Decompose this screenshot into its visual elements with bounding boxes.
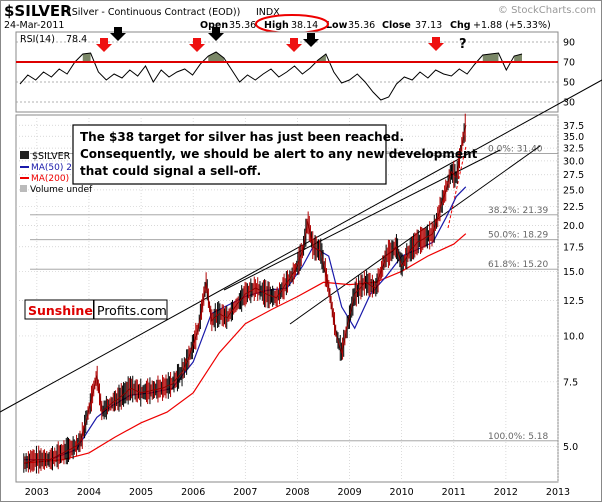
red-arrow-icon <box>286 38 302 52</box>
quote-open: 35.36 <box>229 20 256 31</box>
black-arrow-icon <box>303 33 319 47</box>
quote-chg-label: Chg <box>450 20 471 31</box>
x-tick-label: 2008 <box>285 487 309 498</box>
rsi-value: 78.4 <box>66 34 87 45</box>
x-tick-label: 2011 <box>442 487 466 498</box>
price-panel: 0.0%: 31.40 38.2%: 21.39 50.0%: 18.29 61.8%… <box>0 79 602 498</box>
price-tick-label: 30.0 <box>563 156 584 167</box>
annotation-frame <box>72 124 387 185</box>
chart-watermark: © StockCharts.com <box>498 5 596 16</box>
price-tick-label: 10.0 <box>563 331 584 342</box>
price-axis-ticks: 37.535.032.530.0 27.5 25.0 22.5 20.0 17.5 15.0… <box>563 121 584 453</box>
x-tick-label: 2004 <box>77 487 101 498</box>
rsi-arrows <box>96 27 444 52</box>
quote-close-label: Close <box>382 20 411 31</box>
fibonacci-label: 38.2%: 21.39 <box>488 206 549 216</box>
chart-exchange: INDX <box>256 7 280 18</box>
quote-open-label: Open <box>200 20 228 31</box>
x-tick-label: 2012 <box>494 487 518 498</box>
rsi-overbought-fill <box>82 53 91 62</box>
price-tick-label: 32.5 <box>563 144 584 155</box>
annotation-box: The $38 target for silver has just been … <box>72 124 482 185</box>
annotation-line-3: that could signal a sell-off. <box>80 164 261 178</box>
fibonacci-label: 50.0%: 18.29 <box>488 231 549 241</box>
annotation-line-2: Consequently, we should be alert to any … <box>80 147 478 161</box>
rsi-question-mark: ? <box>459 37 467 52</box>
rsi-label: RSI(14) <box>20 34 55 45</box>
rsi-tick-label: 70 <box>563 58 575 69</box>
logo-part-sunshine: Sunshine <box>28 303 93 318</box>
legend-symbol: $SILVER <box>32 151 71 162</box>
quote-high: 38.14 <box>291 20 318 31</box>
red-arrow-icon <box>428 37 444 51</box>
price-tick-label: 7.5 <box>563 377 578 388</box>
red-arrow-icon <box>189 38 205 52</box>
logo-part-profits: Profits.com <box>97 303 167 318</box>
black-arrow-icon <box>110 27 126 41</box>
quote-close: 37.13 <box>415 20 442 31</box>
black-arrow-icon <box>208 27 224 41</box>
x-tick-label: 2005 <box>129 487 153 498</box>
x-axis-ticks: 2003 2004 2005 2006 2007 2008 2009 2010 2011 2012… <box>25 487 570 498</box>
chart-header: $SILVER (Silver - Continuous Contract (E… <box>4 2 596 34</box>
legend-swatch-symbol <box>20 151 29 159</box>
price-tick-label: 12.5 <box>563 296 584 307</box>
x-tick-label: 2006 <box>181 487 205 498</box>
fibonacci-label: 0.0%: 31.40 <box>488 145 543 155</box>
quote-low-label: Low <box>326 20 348 31</box>
chart-date: 24-Mar-2011 <box>4 20 64 31</box>
logo-divider <box>93 300 95 319</box>
rsi-panel: 90 70 50 30 RSI(14) 78.4 ? <box>15 27 575 113</box>
legend: $SILVER MA(50) 24 MA(200) 19 Volume unde… <box>20 151 93 195</box>
logo-frame <box>24 299 168 320</box>
x-tick-label: 2013 <box>546 487 570 498</box>
quote-chg: +1.88 (+5.33%) <box>473 20 551 31</box>
annotation-text: The $38 target for silver has just been … <box>80 130 482 178</box>
price-line <box>23 125 467 464</box>
x-tick-label: 2007 <box>233 487 257 498</box>
x-tick-label: 2003 <box>25 487 49 498</box>
rsi-line <box>19 51 523 101</box>
fibonacci-label: 100.0%: 5.18 <box>488 432 549 442</box>
annotation-line-1: The $38 target for silver has just been … <box>80 130 404 144</box>
fibonacci-label: 61.8%: 15.20 <box>488 260 549 270</box>
rsi-overbought-fill <box>482 53 499 62</box>
price-tick-label: 35.0 <box>563 132 584 143</box>
price-tick-label: 20.0 <box>563 221 584 232</box>
price-tick-label: 15.0 <box>563 267 584 278</box>
quote-low: 35.36 <box>348 20 375 31</box>
price-tick-label: 22.5 <box>563 202 584 213</box>
legend-swatch-volume <box>20 185 27 192</box>
legend-ma200: MA(200) 19 <box>31 174 84 184</box>
sunshine-profits-logo: Sunshine Profits.com <box>24 299 168 320</box>
x-tick-label: 2010 <box>390 487 414 498</box>
price-tick-label: 17.5 <box>563 242 584 253</box>
legend-ma50: MA(50) 24 <box>31 163 78 173</box>
rsi-tick-label: 50 <box>563 78 575 89</box>
chart-title: $SILVER <box>4 2 72 20</box>
chart-subtitle: (Silver - Continuous Contract (EOD)) <box>68 7 240 18</box>
price-tick-label: 27.5 <box>563 170 584 181</box>
price-tick-label: 25.0 <box>563 185 584 196</box>
x-tick-label: 2009 <box>337 487 361 498</box>
red-dashed-trendline <box>447 145 467 229</box>
rsi-tick-label: 30 <box>563 98 575 109</box>
red-arrow-icon <box>96 38 112 52</box>
price-tick-label: 5.0 <box>563 442 578 453</box>
rsi-axis-ticks: 90 70 50 30 <box>563 38 575 109</box>
legend-volume: Volume undef <box>30 185 93 195</box>
quote-high-label: High <box>264 20 289 31</box>
price-tick-label: 37.5 <box>563 121 584 132</box>
rsi-tick-label: 90 <box>563 38 575 49</box>
